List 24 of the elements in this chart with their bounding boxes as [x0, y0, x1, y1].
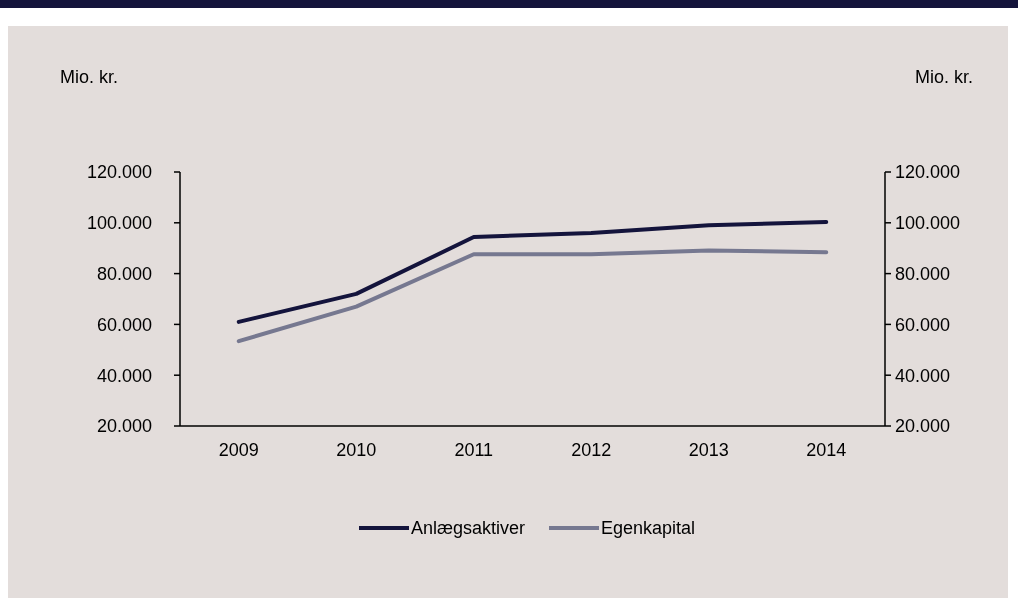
line-series	[236, 220, 829, 324]
x-tick-label: 2009	[218, 440, 259, 460]
x-tick-label: 2012	[571, 440, 612, 460]
y2-tick-label: 40.000	[895, 365, 951, 386]
y-tick-label: 20.000	[96, 416, 152, 437]
y-tick-label: 60.000	[96, 314, 152, 335]
x-tick-label: 2014	[806, 440, 847, 460]
y2-axis-title: Mio. kr.	[915, 67, 974, 87]
y-tick-label: 120.000	[86, 162, 152, 183]
y-axis-title: Mio. kr.	[60, 67, 119, 87]
legend-label: Anlægsaktiver	[411, 518, 526, 539]
y-tick-label: 40.000	[96, 365, 152, 386]
line-series	[236, 248, 829, 344]
x-tick-label: 2011	[454, 440, 494, 460]
y2-tick-label: 120.000	[895, 162, 961, 183]
x-tick-label: 2010	[336, 440, 377, 460]
legend-label: Egenkapital	[601, 518, 696, 539]
y2-tick-label: 100.000	[895, 213, 961, 234]
y-tick-label: 80.000	[96, 263, 152, 284]
y2-tick-label: 20.000	[895, 416, 951, 437]
x-tick-label: 2013	[688, 440, 729, 460]
y-tick-label: 100.000	[86, 213, 152, 234]
y2-tick-label: 80.000	[895, 263, 951, 284]
y2-tick-label: 60.000	[895, 314, 951, 335]
